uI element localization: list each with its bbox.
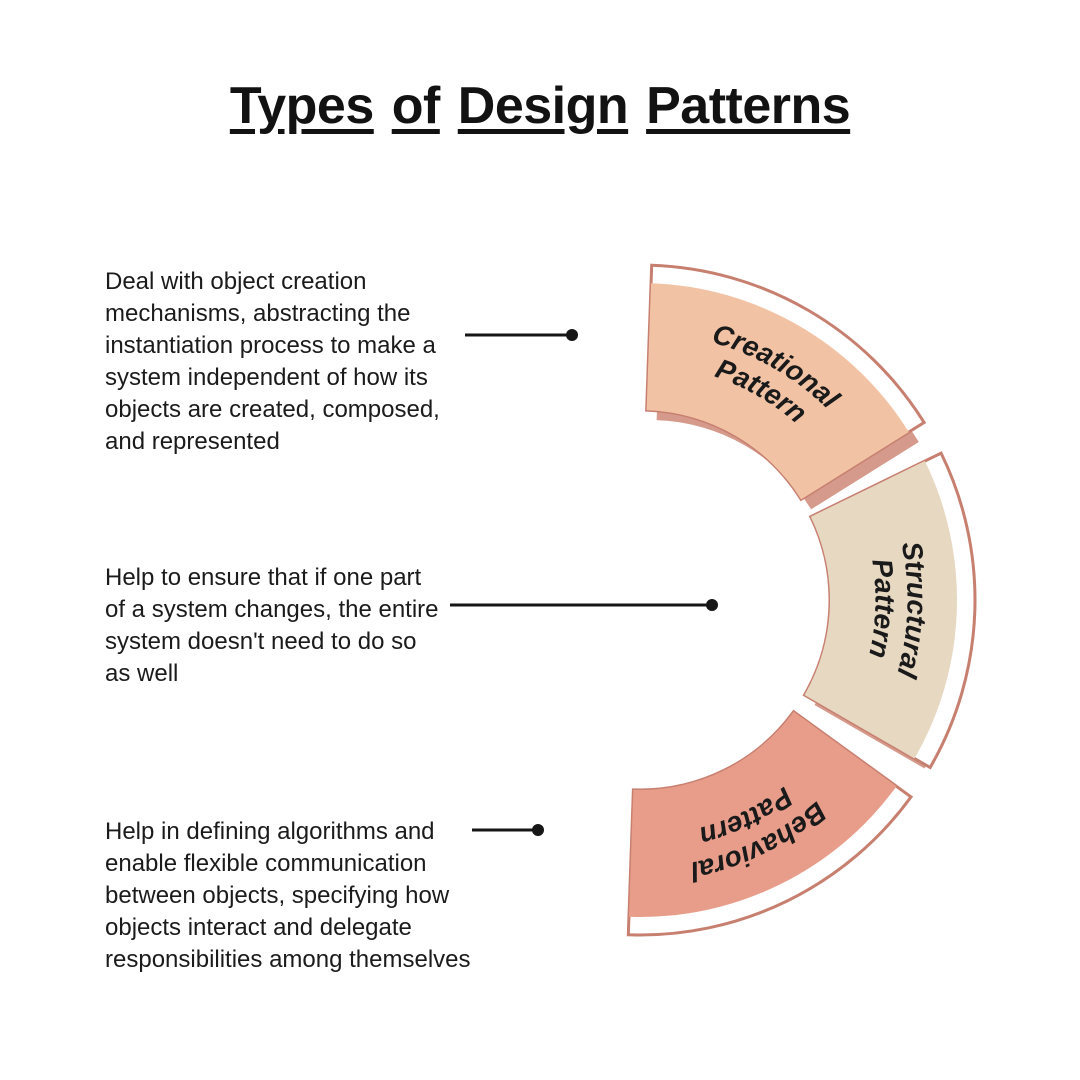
connector-dot [532,824,544,836]
description-structural: Help to ensure that if one part of a sys… [105,562,445,690]
infographic-canvas: Types of Design Patterns CreationalPatte… [0,0,1080,1080]
connector-dot [706,599,718,611]
connector-creational [465,329,578,341]
connector-structural [450,599,718,611]
connector-dot [566,329,578,341]
connector-behavioral [472,824,544,836]
description-creational: Deal with object creation mechanisms, ab… [105,266,465,458]
description-behavioral: Help in defining algorithms and enable f… [105,816,475,976]
